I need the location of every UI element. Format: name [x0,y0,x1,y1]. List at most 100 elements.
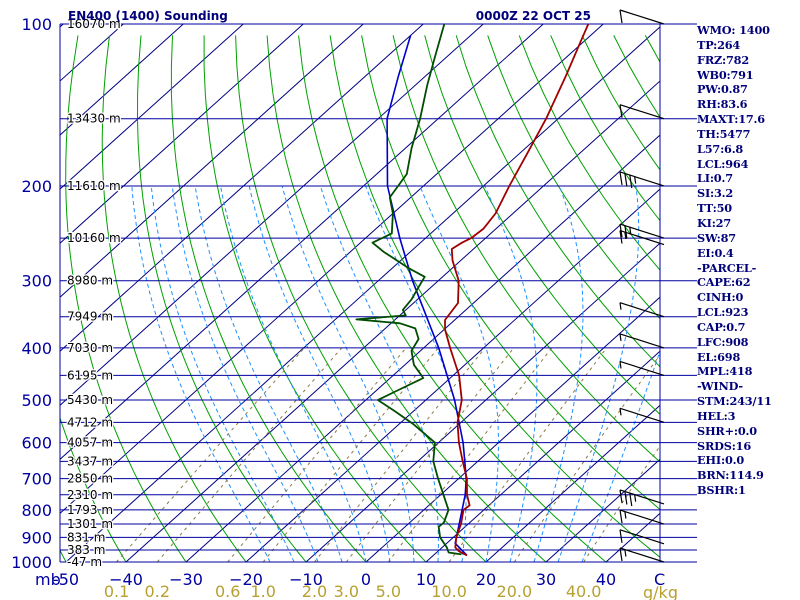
mixing-ratio-label: 40.0 [566,582,602,600]
height-label: 5430 m [67,393,113,407]
index-item: EHI:0.0 [697,453,744,468]
mixing-ratio-label: 20.0 [497,582,533,600]
pressure-tick-label: 600 [21,434,52,453]
moist-adiabat-line [557,185,640,562]
pressure-axis: 100 200 300 400 500 600 700 800 900 1000 [11,15,52,572]
index-item: LCL:964 [697,156,749,171]
height-label: 7949 m [67,310,113,324]
dry-adiabat-line [136,35,307,562]
wind-barb [619,171,665,189]
temperature-tick-label: −30 [169,570,203,589]
isotherm-line [60,24,304,244]
index-item: HEL:3 [697,408,736,423]
parcel-trace [386,35,468,556]
height-label: 831 m [67,530,105,544]
height-label: 2850 m [67,472,113,486]
pressure-tick-label: 300 [21,272,52,291]
index-item: BRN:114.9 [697,468,764,483]
isotherm-line [60,24,604,515]
index-item: CAPE:62 [697,275,751,290]
dry-adiabat-line [101,35,247,562]
isotherm-line [60,24,424,352]
temperature-tick-label: 0 [361,570,371,589]
pressure-tick-label: 500 [21,391,52,410]
height-label: 8980 m [67,274,113,288]
height-label: -47 m [67,555,102,569]
temperature-tick-label: 10 [416,570,436,589]
moist-adiabat-line [171,185,319,562]
dewpoint-trace [355,24,462,556]
isotherm-line [185,134,660,562]
isotherm-line [425,350,660,562]
temperature-tick-label: 30 [536,570,556,589]
pressure-unit-label: mb [35,570,61,589]
height-label: 3437 m [67,454,113,468]
height-label: 13430 m [67,112,121,126]
dry-adiabat-line [298,35,607,562]
isotherm-line [125,80,660,562]
index-item: BSHR:1 [697,483,746,498]
index-item: MAXT:17.6 [697,112,765,127]
isotherm-line [60,24,484,406]
indices-panel: WMO: 1400 TP:264 FRZ:782 WB0:791 PW:0.87 RH:8… [697,23,800,498]
dry-adiabat-line [455,35,660,368]
chart-title: EN400 (1400) Sounding [68,9,228,23]
index-item: EL:698 [697,349,741,364]
height-label: 4057 m [67,436,113,450]
index-item: STM:243/11 [697,394,772,409]
dry-adiabat-line [392,35,660,463]
height-label: 1301 m [67,517,113,531]
temperature-axis: -50 −40 −30 −20 −10 0 10 20 30 40 [53,570,616,589]
dry-adiabat-line [329,35,660,558]
height-label: 383 m [67,543,105,557]
isotherm-line [60,24,544,460]
index-item: SI:3.2 [697,186,734,201]
height-label: 2310 m [67,488,113,502]
wind-barb [619,9,665,25]
mixing-ratio-axis: 0.1 0.2 0.6 1.0 2.0 3.0 5.0 10.0 20.0 40.0 [104,582,602,600]
wind-barb [619,229,665,246]
dry-adiabat-line [60,416,127,562]
pressure-tick-label: 700 [21,470,52,489]
wind-barb [619,333,665,349]
index-item: WB0:791 [697,67,754,82]
height-label: 1793 m [67,503,113,517]
index-item: TH:5477 [697,126,751,141]
temperature-trace [444,24,590,557]
mixing-ratio-unit-label: g/kg [643,583,678,600]
temperature-tick-label: −10 [289,570,323,589]
index-item: PW:0.87 [697,82,748,97]
temperature-tick-label: −20 [229,570,263,589]
temperature-tick-label: 20 [476,570,496,589]
index-item: TP:264 [697,37,741,52]
wind-barb [619,509,665,525]
mixing-ratio-label: 0.6 [215,582,240,600]
dry-adiabat-line [65,35,187,562]
index-item: LI:0.7 [697,171,733,186]
wind-barbs [619,9,665,563]
dry-adiabat-line [170,35,367,562]
height-labels: 16070 m 13430 m 11610 m 10160 m 8980 m 7949 m… [66,16,122,571]
isotherm-line [305,242,660,562]
temperature-tick-label: 40 [596,570,616,589]
pressure-tick-label: 800 [21,501,52,520]
pressure-tick-label: 400 [21,339,52,358]
mixing-ratio-label: 0.2 [145,582,170,600]
temperature-tick-label: −40 [109,570,143,589]
height-label: 6195 m [67,368,113,382]
trace-layer [355,24,590,557]
mixing-ratio-label: 2.0 [302,582,327,600]
pressure-tick-label: 100 [21,15,52,34]
chart-date: 0000Z 22 OCT 25 [476,9,591,23]
index-item: SW:87 [697,230,736,245]
dry-adiabat-line [361,35,660,511]
index-item: RH:83.6 [697,97,748,112]
dry-adiabat-line [518,35,660,271]
dry-adiabat-line [487,35,660,320]
wind-barb [619,489,665,507]
wind-barb [619,360,665,377]
isotherm-line [545,458,660,562]
mixing-ratio-label: 1.0 [250,582,275,600]
wind-barb [619,104,665,120]
